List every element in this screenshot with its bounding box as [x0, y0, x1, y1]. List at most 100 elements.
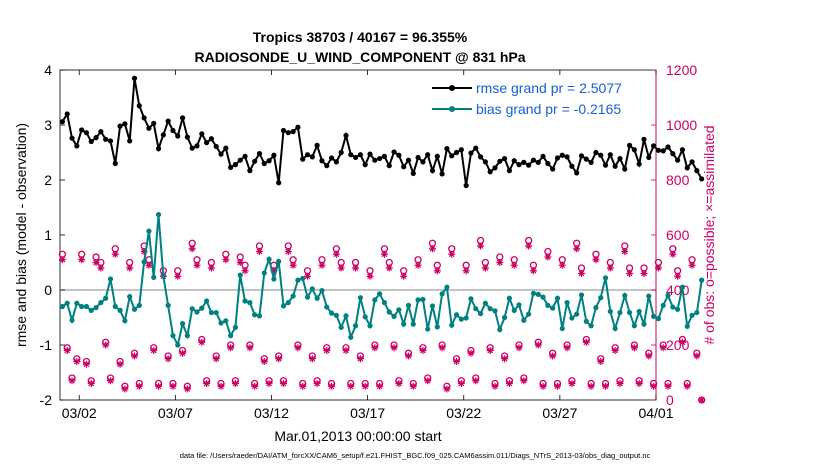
obs-assimilated-marker	[635, 380, 643, 387]
obs-assimilated-marker	[669, 250, 677, 258]
bias-point	[511, 307, 517, 313]
rmse-point	[98, 129, 104, 135]
bias-point	[208, 309, 215, 316]
rmse-point	[646, 154, 652, 161]
x-tick-label: 03/02	[62, 405, 97, 421]
bias-point	[607, 308, 613, 315]
left-tick-label: 0	[44, 282, 52, 298]
obs-assimilated-marker	[491, 382, 499, 390]
obs-assimilated-marker	[390, 344, 398, 352]
obs-assimilated-marker	[558, 261, 566, 269]
obs-assimilated-marker	[419, 347, 427, 354]
bias-point	[564, 300, 570, 306]
obs-assimilated-marker	[409, 382, 417, 390]
bias-point	[602, 275, 609, 281]
rmse-point	[338, 149, 344, 156]
rmse-point	[574, 170, 580, 176]
obs-assimilated-marker	[462, 267, 470, 275]
obs-assimilated-marker	[501, 355, 509, 363]
bias-point	[151, 274, 157, 280]
bias-point	[439, 291, 445, 297]
rmse-point	[660, 148, 666, 154]
bias-point	[670, 304, 676, 310]
obs-assimilated-marker	[328, 382, 336, 390]
bias-point	[237, 272, 243, 278]
bias-point	[146, 228, 152, 234]
rmse-point	[372, 157, 378, 163]
bias-point	[612, 325, 618, 332]
bias-point	[218, 320, 224, 326]
bias-point	[252, 312, 258, 318]
bias-point	[300, 275, 306, 282]
rmse-point	[295, 124, 301, 130]
bias-point	[487, 306, 493, 312]
rmse-point	[122, 121, 128, 127]
bias-point	[189, 306, 195, 312]
bias-point	[103, 295, 109, 301]
rmse-point	[636, 161, 642, 167]
rmse-point	[593, 149, 599, 156]
rmse-point	[554, 155, 561, 161]
rmse-point	[381, 153, 388, 159]
rmse-point	[203, 140, 210, 146]
bias-point	[593, 305, 599, 311]
rmse-point	[463, 182, 469, 189]
obs-assimilated-marker	[520, 377, 528, 385]
obs-assimilated-marker	[270, 267, 278, 275]
y-axis-right-label: # of obs: o=possible; ×=assimilated	[701, 125, 717, 344]
obs-assimilated-marker	[352, 264, 360, 272]
obs-assimilated-marker	[654, 264, 662, 272]
obs-assimilated-marker	[645, 352, 653, 360]
rmse-point	[578, 153, 585, 159]
rmse-point	[492, 165, 498, 171]
bias-point	[646, 293, 652, 299]
bias-point	[203, 298, 210, 304]
bias-point	[59, 303, 66, 310]
bias-point	[501, 314, 508, 321]
obs-assimilated-marker	[453, 358, 461, 365]
rmse-point	[679, 147, 686, 153]
obs-assimilated-marker	[174, 272, 182, 280]
rmse-point	[622, 166, 628, 172]
obs-assimilated-marker	[486, 347, 494, 354]
bias-point	[497, 327, 503, 333]
rmse-point	[314, 142, 320, 148]
rmse-point	[83, 130, 90, 136]
obs-assimilated-marker	[116, 360, 124, 368]
bias-point	[372, 297, 378, 303]
bias-point	[675, 306, 681, 312]
bias-series	[59, 212, 705, 348]
rmse-point	[69, 135, 75, 141]
obs-assimilated-marker	[231, 380, 239, 387]
bias-point	[540, 294, 546, 300]
obs-assimilated-marker	[380, 250, 388, 258]
bias-point	[458, 316, 464, 322]
chart-title-line1: Tropics 38703 / 40167 = 96.355%	[253, 29, 468, 45]
rmse-point	[223, 145, 229, 151]
obs-assimilated-markers	[58, 242, 706, 404]
rmse-point	[540, 153, 546, 159]
bias-point	[232, 324, 239, 330]
rmse-point	[252, 158, 258, 164]
obs-assimilated-marker	[477, 242, 485, 250]
legend-rmse-label: rmse grand pr = 2.5077	[476, 80, 622, 96]
obs-assimilated-marker	[592, 256, 600, 264]
bias-point	[626, 309, 633, 316]
obs-assimilated-marker	[529, 267, 537, 275]
bias-point	[348, 334, 354, 340]
obs-assimilated-marker	[510, 261, 518, 269]
obs-assimilated-marker	[58, 256, 66, 264]
rmse-point	[405, 157, 412, 163]
legend: rmse grand pr = 2.5077 bias grand pr = -…	[426, 75, 654, 121]
bias-point	[650, 313, 657, 319]
bias-point	[554, 295, 561, 301]
bias-point	[170, 333, 176, 339]
bias-point	[112, 303, 118, 310]
rmse-point	[631, 147, 637, 153]
obs-assimilated-marker	[496, 259, 504, 266]
bias-point	[199, 305, 205, 311]
obs-assimilated-marker	[323, 347, 331, 354]
rmse-point	[670, 151, 676, 157]
obs-assimilated-marker	[443, 385, 451, 393]
